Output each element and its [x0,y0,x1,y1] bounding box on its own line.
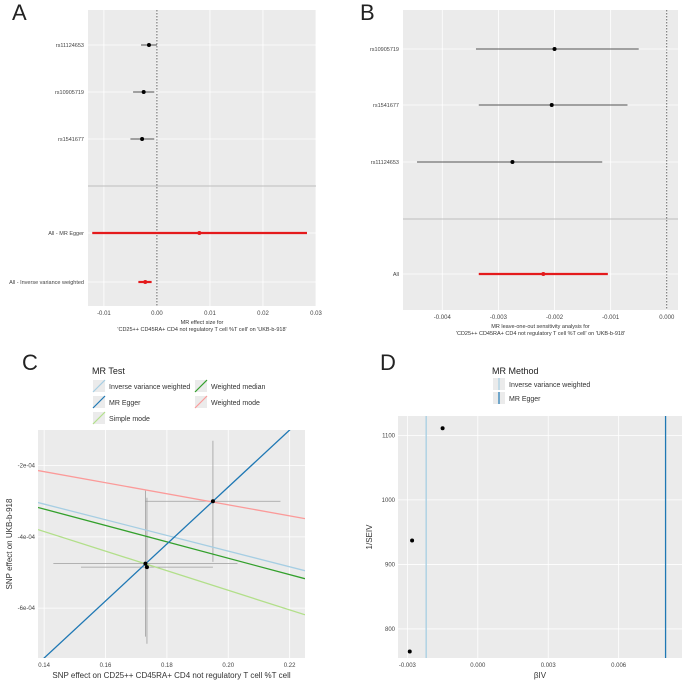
panel-d-y-tick-label: 1100 [382,433,396,439]
panel-c-x-tick-label: 0.18 [161,663,173,669]
panel-b-x-tick-label: -0.001 [602,315,620,321]
panel-b-x-tick-label: 0.000 [659,315,675,321]
panel-c-plot-background [38,430,305,658]
panel-b-snp-label: rs11124653 [371,160,399,166]
panel-a-snp-label: rs11124653 [56,43,84,49]
panel-a-snp-label: rs10905719 [55,90,84,96]
panel-d-x-axis-title: βIV [534,671,547,680]
panel-c-legend-label: Weighted mode [211,400,260,407]
panel-c-line-mr-egger [43,430,291,658]
panel-b-snp-point-rs10905719 [552,47,557,51]
panel-c-legend-key-line [194,395,208,409]
panel-c-y-axis-title: SNP effect on UKB-b-918 [5,498,14,589]
panel-c-x-tick-label: 0.16 [100,663,112,669]
panel-letter-d: D [380,350,396,375]
panel-d-legend-label: Inverse variance weighted [509,382,590,389]
panel-d-x-tick-label: 0.000 [470,663,486,669]
panel-b-x-axis-title-1: MR leave-one-out sensitivity analysis fo… [491,324,590,330]
panel-d-legend-label: MR Egger [509,396,541,403]
panel-letter-a: A [12,0,27,25]
panel-c-line-inverse-variance-weighted [38,501,305,572]
panel-d-x-tick-label: -0.003 [399,663,417,669]
panel-b-x-tick-label: -0.004 [434,315,452,321]
panel-b-snp-label: rs1541677 [373,103,399,109]
panel-b-snp-label: rs10905719 [370,47,399,53]
panel-b-x-tick-label: -0.003 [490,315,508,321]
panel-c-y-tick-label: -6e-04 [18,606,36,612]
panel-d-x-tick-label: 0.006 [611,663,627,669]
panel-b-plot-background [403,10,678,310]
panel-b-x-tick-label: -0.002 [546,315,564,321]
panel-c-legend-key-line [92,411,106,425]
panel-a-x-tick-label: 0.02 [257,311,269,317]
panel-c-legend-label: MR Egger [109,400,141,407]
panel-b-snp-point-rs1541677 [549,103,554,107]
panel-d-y-axis-title: 1/SEIV [365,524,374,550]
panel-c-x-tick-label: 0.22 [284,663,296,669]
panel-a-snp-label: rs1541677 [58,137,84,143]
panel-a-x-tick-label: 0.01 [204,311,216,317]
panel-c-legend-key-line [194,379,208,393]
panel-a-x-tick-label: 0.03 [310,311,322,317]
panel-a-x-axis-title-2: 'CD25++ CD45RA+ CD4 not regulatory T cel… [117,327,286,333]
panel-d-x-tick-label: 0.003 [541,663,557,669]
panel-d-legend-title: MR Method [492,366,539,376]
panel-c-y-tick-label: -4e-04 [18,535,36,541]
panel-c-x-axis-title: SNP effect on CD25++ CD45RA+ CD4 not reg… [52,671,290,680]
panel-c-line-weighted-median [38,506,305,580]
panel-b-snp-point-rs11124653 [510,160,515,164]
panel-c-legend-label: Simple mode [109,416,150,423]
panel-a-snp-point-rs11124653 [146,43,151,47]
panel-a-x-tick-label: 0.00 [151,311,163,317]
panel-c-plot-area [38,430,305,658]
panel-a-snp-point-rs10905719 [141,90,146,94]
panel-d-point [440,426,445,431]
panel-a-x-axis-title-1: MR effect size for [181,320,224,326]
panel-b-x-axis-title-2: 'CD25++ CD45RA+ CD4 not regulatory T cel… [456,331,625,337]
panel-letter-c: C [22,350,38,375]
panel-c-legend-key-line [92,395,106,409]
panel-a-summary-label: All - Inverse variance weighted [9,280,84,286]
panel-d-y-tick-label: 1000 [382,498,396,504]
panel-a-plot-background [88,10,316,306]
panel-c-x-tick-label: 0.20 [222,663,234,669]
panel-c-point [210,499,215,504]
panel-b-summary-point [541,272,546,276]
panel-letter-b: B [360,0,375,25]
panel-b-summary-label: All [393,272,399,278]
panel-d-plot-background [398,416,682,658]
panel-c-legend-label: Inverse variance weighted [109,384,190,391]
panel-a-summary-point [197,231,202,235]
panel-a-summary-point [143,280,148,284]
panel-c-legend-label: Weighted median [211,384,265,391]
panel-d-y-tick-label: 900 [385,562,396,568]
panel-d-point [410,538,415,543]
panel-c-legend-key-line [92,379,106,393]
panel-c-y-tick-label: -2e-04 [18,464,36,470]
panel-d-point [407,649,412,654]
panel-c-point [143,561,148,566]
panel-d-y-tick-label: 800 [385,627,396,633]
panel-c-point [144,565,149,570]
panel-c-line-simple-mode [38,528,305,616]
panel-c-line-weighted-mode [38,469,305,520]
panel-a-snp-point-rs1541677 [140,137,145,141]
panel-c-legend-title: MR Test [92,366,125,376]
panel-a-summary-label: All - MR Egger [48,231,84,237]
panel-a-x-tick-label: -0.01 [97,311,111,317]
panel-c-x-tick-label: 0.14 [38,663,50,669]
